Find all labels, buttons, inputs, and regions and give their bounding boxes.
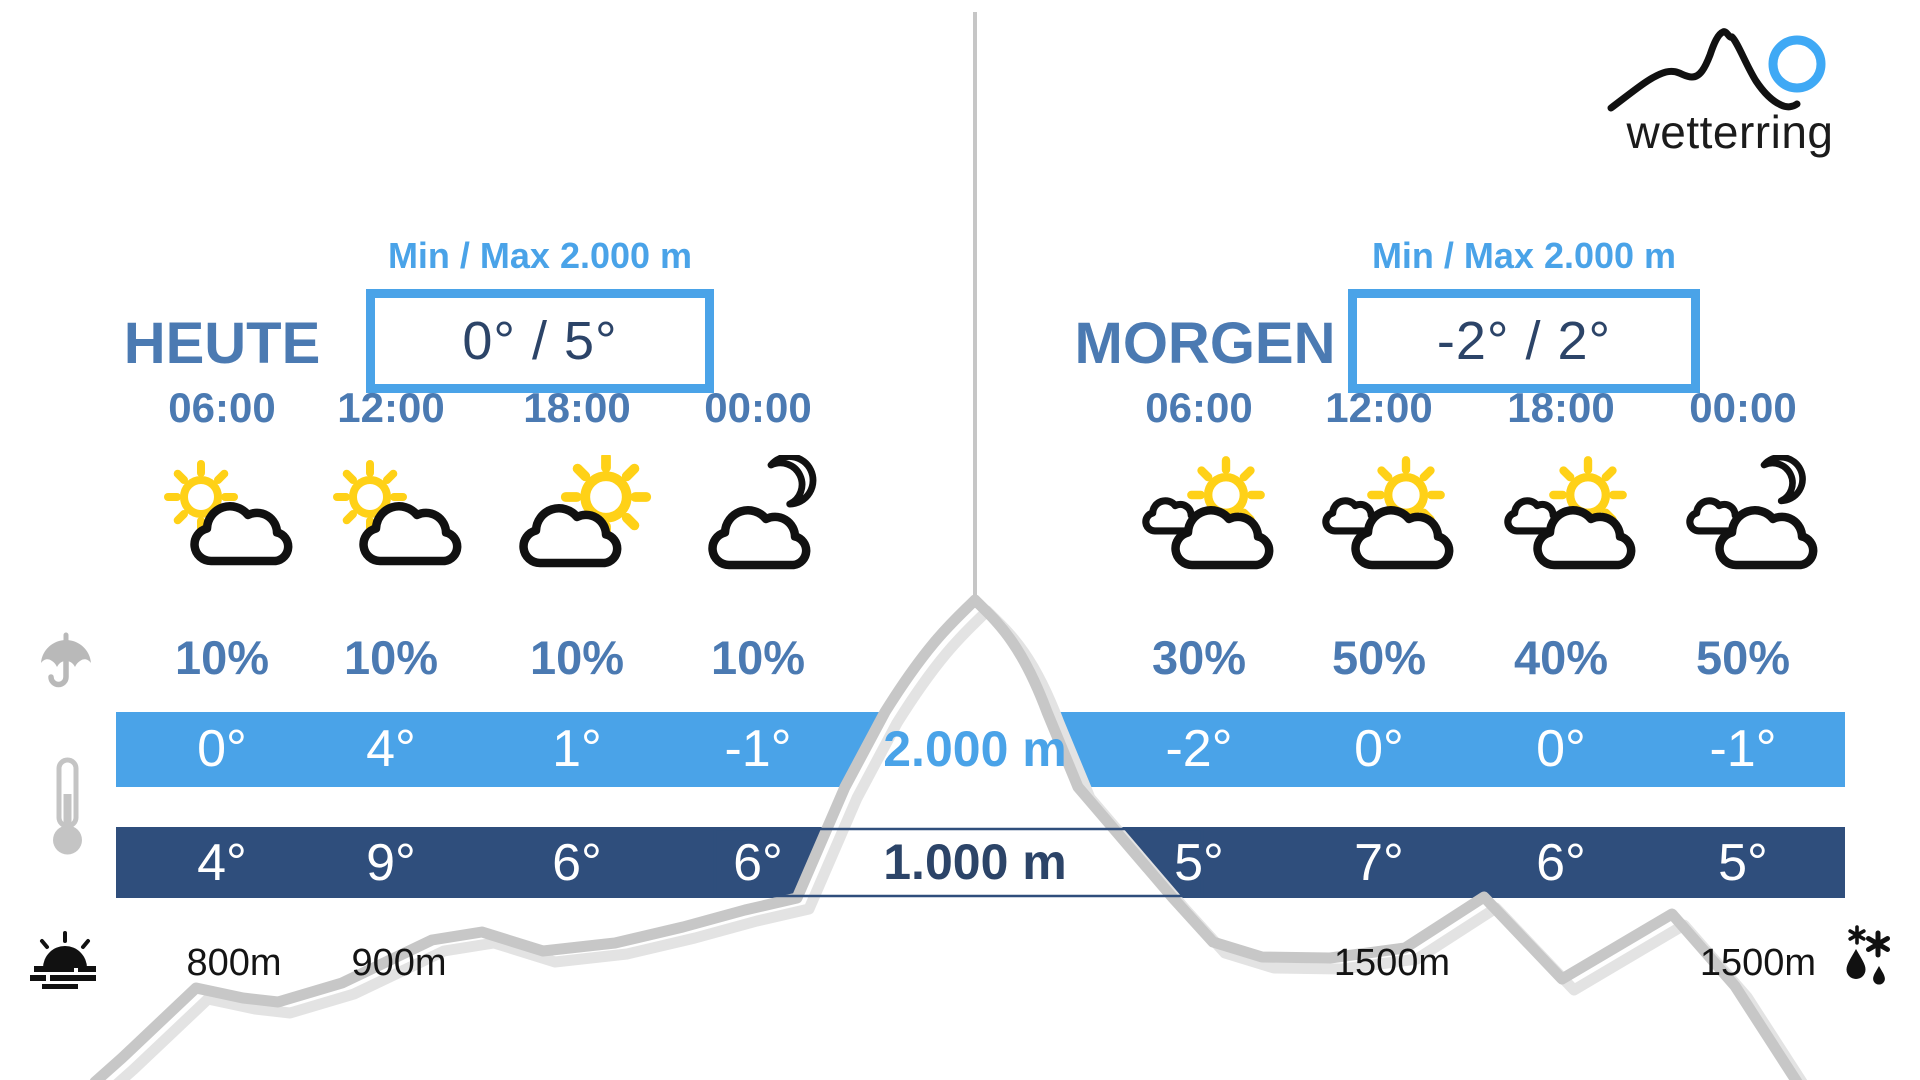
mountain-ridge-line — [89, 594, 1803, 1080]
weather-icon — [1486, 455, 1636, 575]
temp-1000m: 9° — [366, 834, 416, 892]
time-label: 18:00 — [1507, 384, 1615, 431]
snowline-label: 800m — [186, 942, 282, 984]
temp-2000m: 1° — [552, 720, 602, 778]
weather-icon — [683, 455, 833, 575]
time-label: 12:00 — [1325, 384, 1433, 431]
temp-2000m: -1° — [724, 720, 792, 778]
band-1000m-outline — [713, 827, 1204, 898]
weather-icon — [316, 455, 466, 575]
temp-1000m: 4° — [197, 834, 247, 892]
band-label-2000m: 2.000 m — [883, 721, 1067, 777]
temp-2000m: 0° — [1354, 720, 1404, 778]
precip-probability: 10% — [174, 631, 270, 684]
snow-rain-icon — [1846, 925, 1897, 985]
snowline-label: 900m — [351, 942, 447, 984]
minmax-value-heute: 0° / 5° — [462, 311, 618, 371]
temp-2000m: -1° — [1709, 720, 1777, 778]
day-title-morgen: MORGEN — [1074, 311, 1336, 376]
temp-2000m: 4° — [366, 720, 416, 778]
thermometer-icon — [53, 757, 82, 855]
time-label: 12:00 — [337, 384, 445, 431]
precip-probability: 50% — [1331, 631, 1427, 684]
minmax-box-heute: 0° / 5° — [366, 289, 714, 393]
wetterring-logo-icon — [1607, 28, 1826, 112]
weather-icon — [1668, 455, 1818, 575]
temp-1000m: 6° — [1536, 834, 1586, 892]
temp-1000m: 6° — [733, 834, 783, 892]
temp-1000m: 7° — [1354, 834, 1404, 892]
weather-icon — [1124, 455, 1274, 575]
sunrise-fog-icon — [30, 931, 96, 989]
temp-2000m: 0° — [1536, 720, 1586, 778]
temp-2000m: 0° — [197, 720, 247, 778]
precip-probability: 40% — [1513, 631, 1609, 684]
time-label: 00:00 — [704, 384, 812, 431]
weather-icon — [502, 455, 652, 575]
time-label: 00:00 — [1689, 384, 1797, 431]
brand-name: wetterring — [1626, 106, 1834, 158]
precip-probability: 10% — [343, 631, 439, 684]
time-label: 06:00 — [1145, 384, 1253, 431]
precip-probability: 10% — [529, 631, 625, 684]
precip-probability: 10% — [710, 631, 806, 684]
day-title-heute: HEUTE — [123, 311, 321, 376]
band-label-1000m: 1.000 m — [883, 834, 1067, 890]
minmax-label-morgen: Min / Max 2.000 m — [1371, 235, 1677, 276]
snowline-label: 1500m — [1333, 942, 1451, 984]
snowline-label: 1500m — [1699, 942, 1817, 984]
time-label: 06:00 — [168, 384, 276, 431]
temp-1000m: 5° — [1718, 834, 1768, 892]
weather-icon — [1304, 455, 1454, 575]
minmax-box-morgen: -2° / 2° — [1348, 289, 1700, 393]
temp-1000m: 6° — [552, 834, 602, 892]
minmax-label-heute: Min / Max 2.000 m — [387, 235, 693, 276]
minmax-value-morgen: -2° / 2° — [1436, 311, 1612, 371]
umbrella-icon — [41, 632, 91, 688]
weather-icon — [147, 455, 297, 575]
precip-probability: 30% — [1151, 631, 1247, 684]
precip-probability: 50% — [1695, 631, 1791, 684]
temp-2000m: -2° — [1165, 720, 1233, 778]
temp-1000m: 5° — [1174, 834, 1224, 892]
time-label: 18:00 — [523, 384, 631, 431]
